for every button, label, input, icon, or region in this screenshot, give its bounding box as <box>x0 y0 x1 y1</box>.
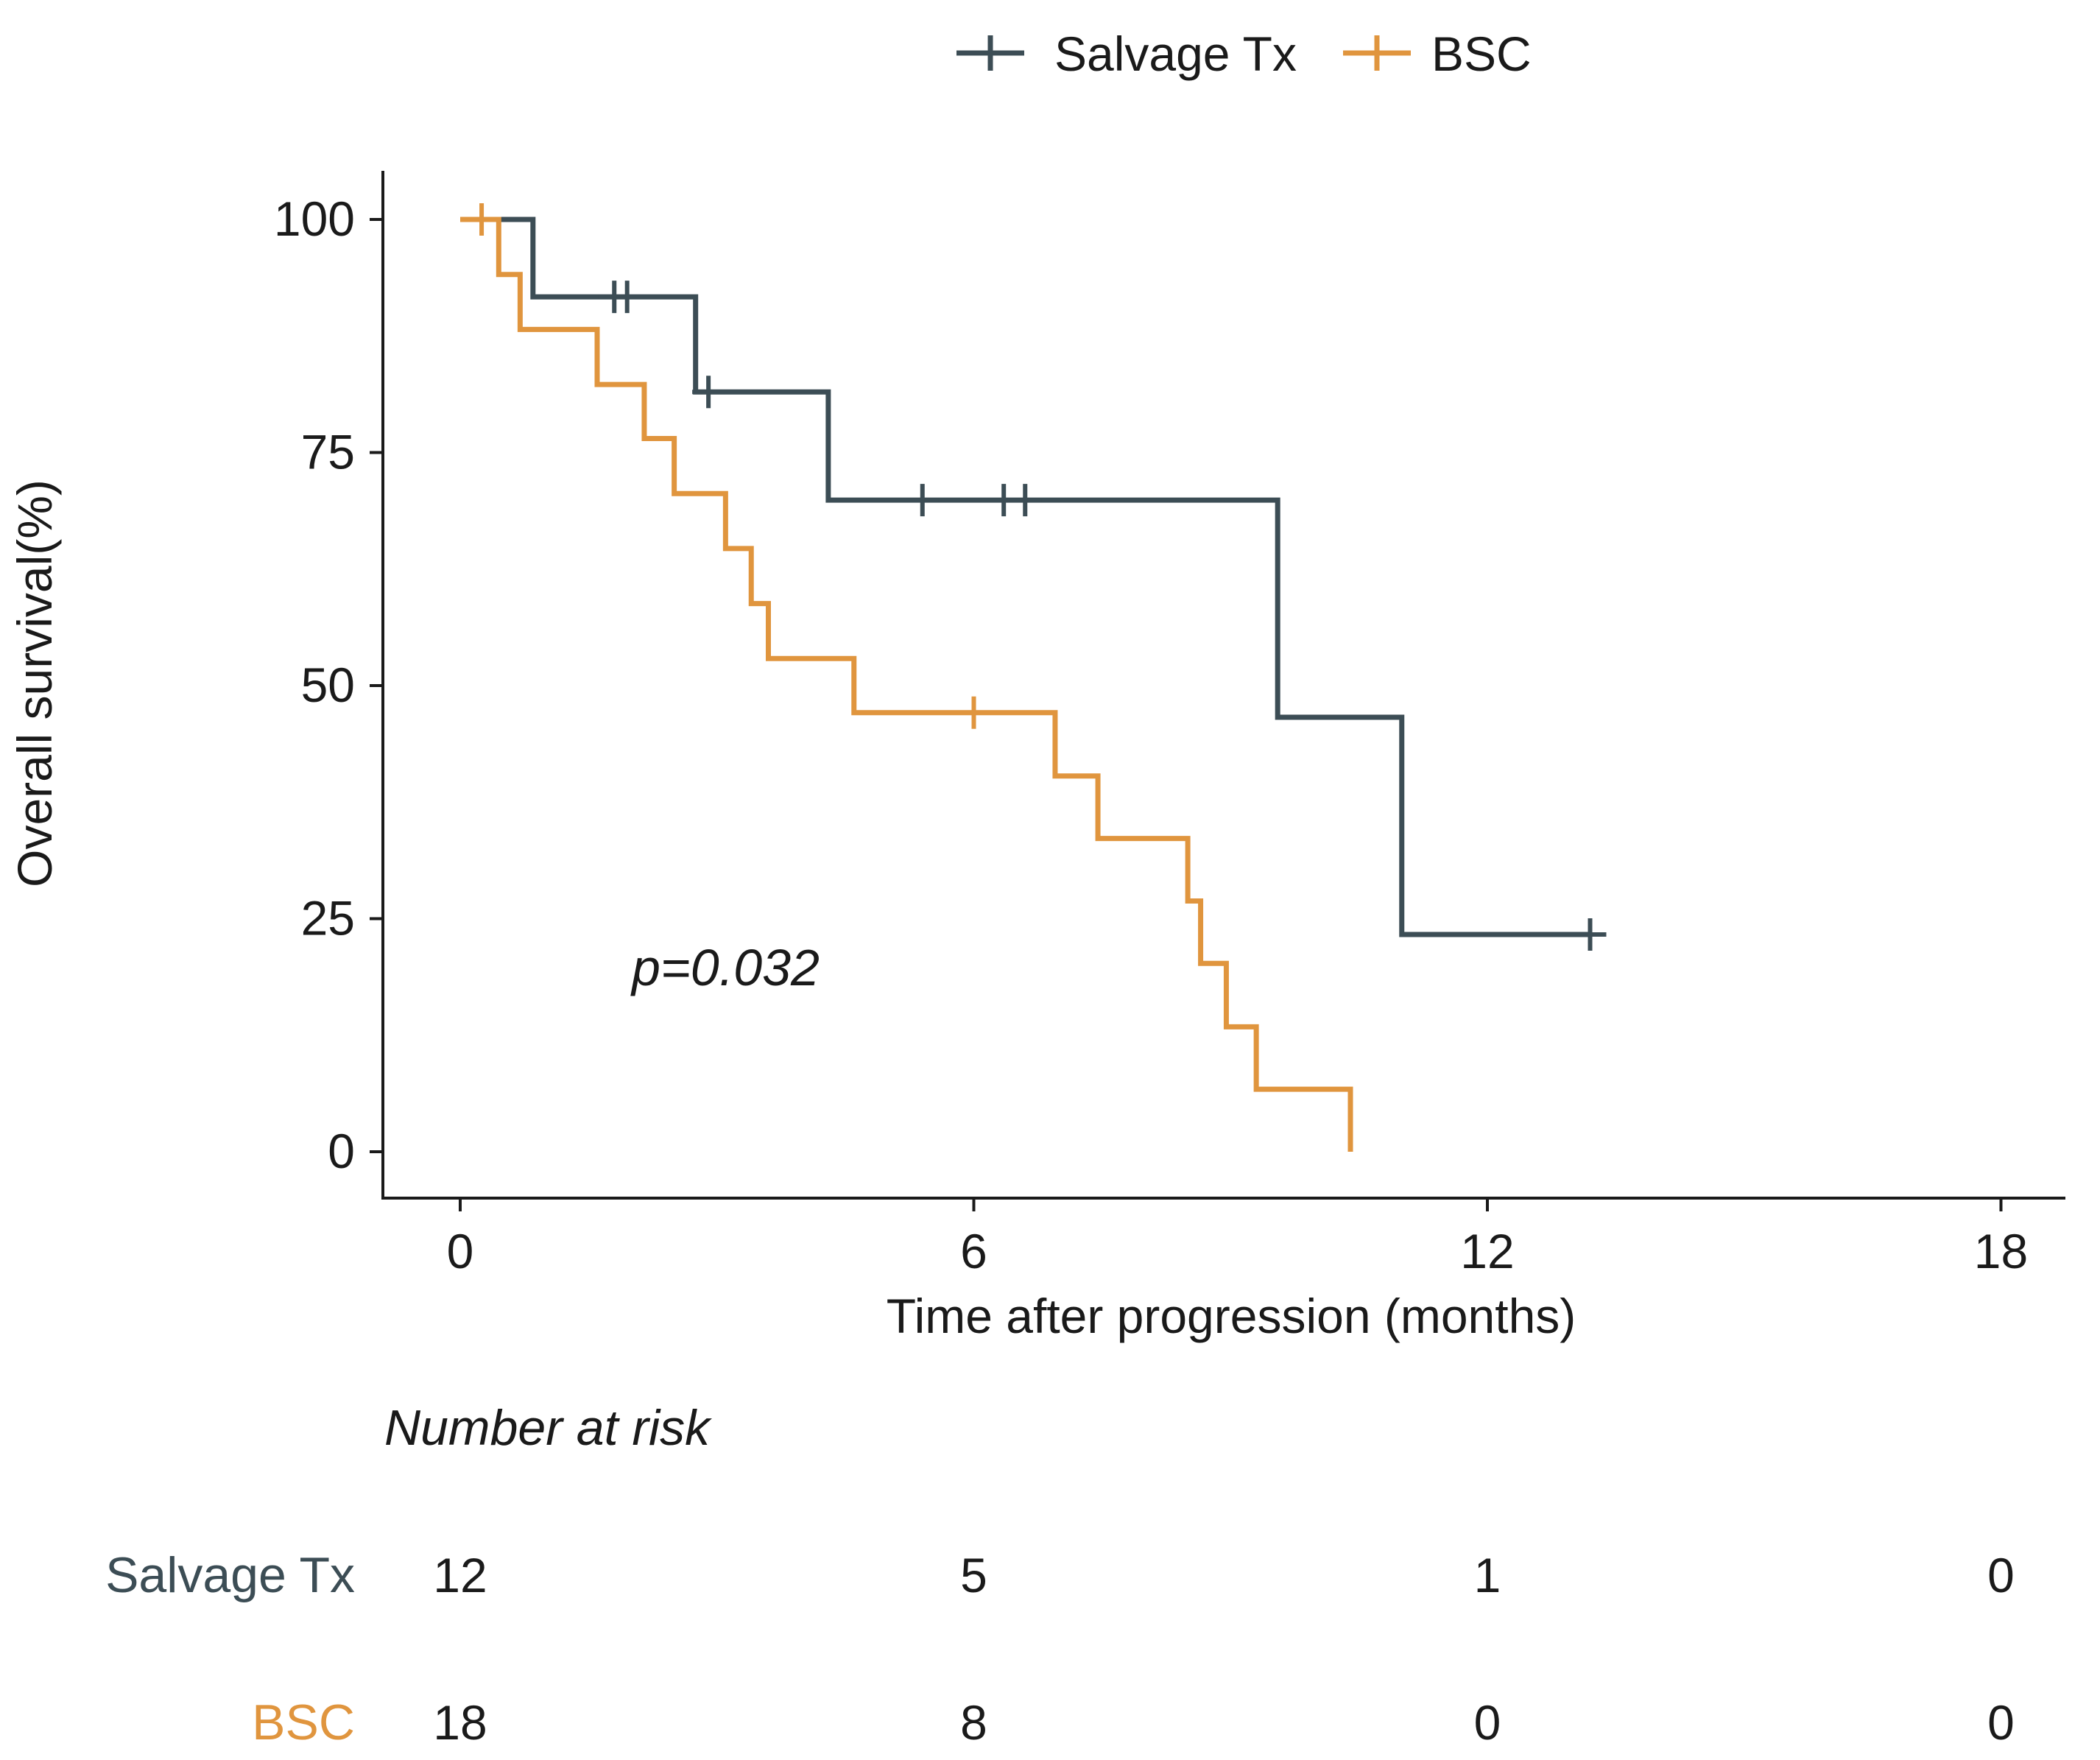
risk-count: 18 <box>433 1695 487 1750</box>
series-salvage-tx <box>460 217 1607 951</box>
series-bsc <box>460 203 1353 1152</box>
risk-count: 1 <box>1474 1548 1501 1602</box>
risk-count: 0 <box>1987 1695 2015 1750</box>
legend-label: Salvage Tx <box>1054 27 1297 81</box>
censor-mark <box>957 696 990 729</box>
y-tick-label: 25 <box>301 891 355 946</box>
y-tick-label: 100 <box>274 191 355 246</box>
risk-row-label: BSC <box>252 1694 355 1750</box>
censor-mark <box>610 281 644 314</box>
risk-count: 0 <box>1987 1548 2015 1602</box>
y-tick-label: 50 <box>301 658 355 712</box>
y-tick-label: 0 <box>328 1124 355 1178</box>
censor-mark <box>692 376 725 409</box>
risk-table-title: Number at risk <box>384 1400 712 1456</box>
legend-item-bsc: BSC <box>1343 27 1532 81</box>
survival-curve <box>460 217 1353 1152</box>
legend-label: BSC <box>1431 27 1532 81</box>
plot-area <box>460 203 1607 1152</box>
censor-mark <box>465 203 498 236</box>
y-axis-label: Overall survival(%) <box>7 479 62 887</box>
survival-curve <box>460 217 1590 937</box>
x-tick-label: 18 <box>1974 1224 2028 1278</box>
x-tick-label: 0 <box>447 1224 474 1278</box>
legend-item-salvage-tx: Salvage Tx <box>956 27 1297 81</box>
p-value-annotation: p=0.032 <box>630 939 820 996</box>
y-tick-label: 75 <box>301 425 355 479</box>
risk-count: 8 <box>960 1695 987 1750</box>
censor-mark <box>906 484 939 517</box>
x-axis-label: Time after progression (months) <box>887 1289 1576 1343</box>
x-tick-label: 6 <box>960 1224 987 1278</box>
legend: Salvage Tx BSC <box>956 27 1532 81</box>
risk-row-bsc: BSC 18 8 0 0 <box>252 1694 2015 1750</box>
censor-mark <box>1574 918 1607 951</box>
risk-count: 12 <box>433 1548 487 1602</box>
censor-mark <box>1009 484 1042 517</box>
risk-count: 5 <box>960 1548 987 1602</box>
risk-row-salvage-tx: Salvage Tx 12 5 1 0 <box>105 1547 2015 1603</box>
risk-row-label: Salvage Tx <box>105 1547 355 1603</box>
axes: 0 25 50 75 100 0 6 12 18 <box>274 171 2065 1278</box>
x-tick-label: 12 <box>1460 1224 1514 1278</box>
risk-count: 0 <box>1474 1695 1501 1750</box>
risk-table: Salvage Tx 12 5 1 0 BSC 18 8 0 0 <box>105 1547 2015 1750</box>
